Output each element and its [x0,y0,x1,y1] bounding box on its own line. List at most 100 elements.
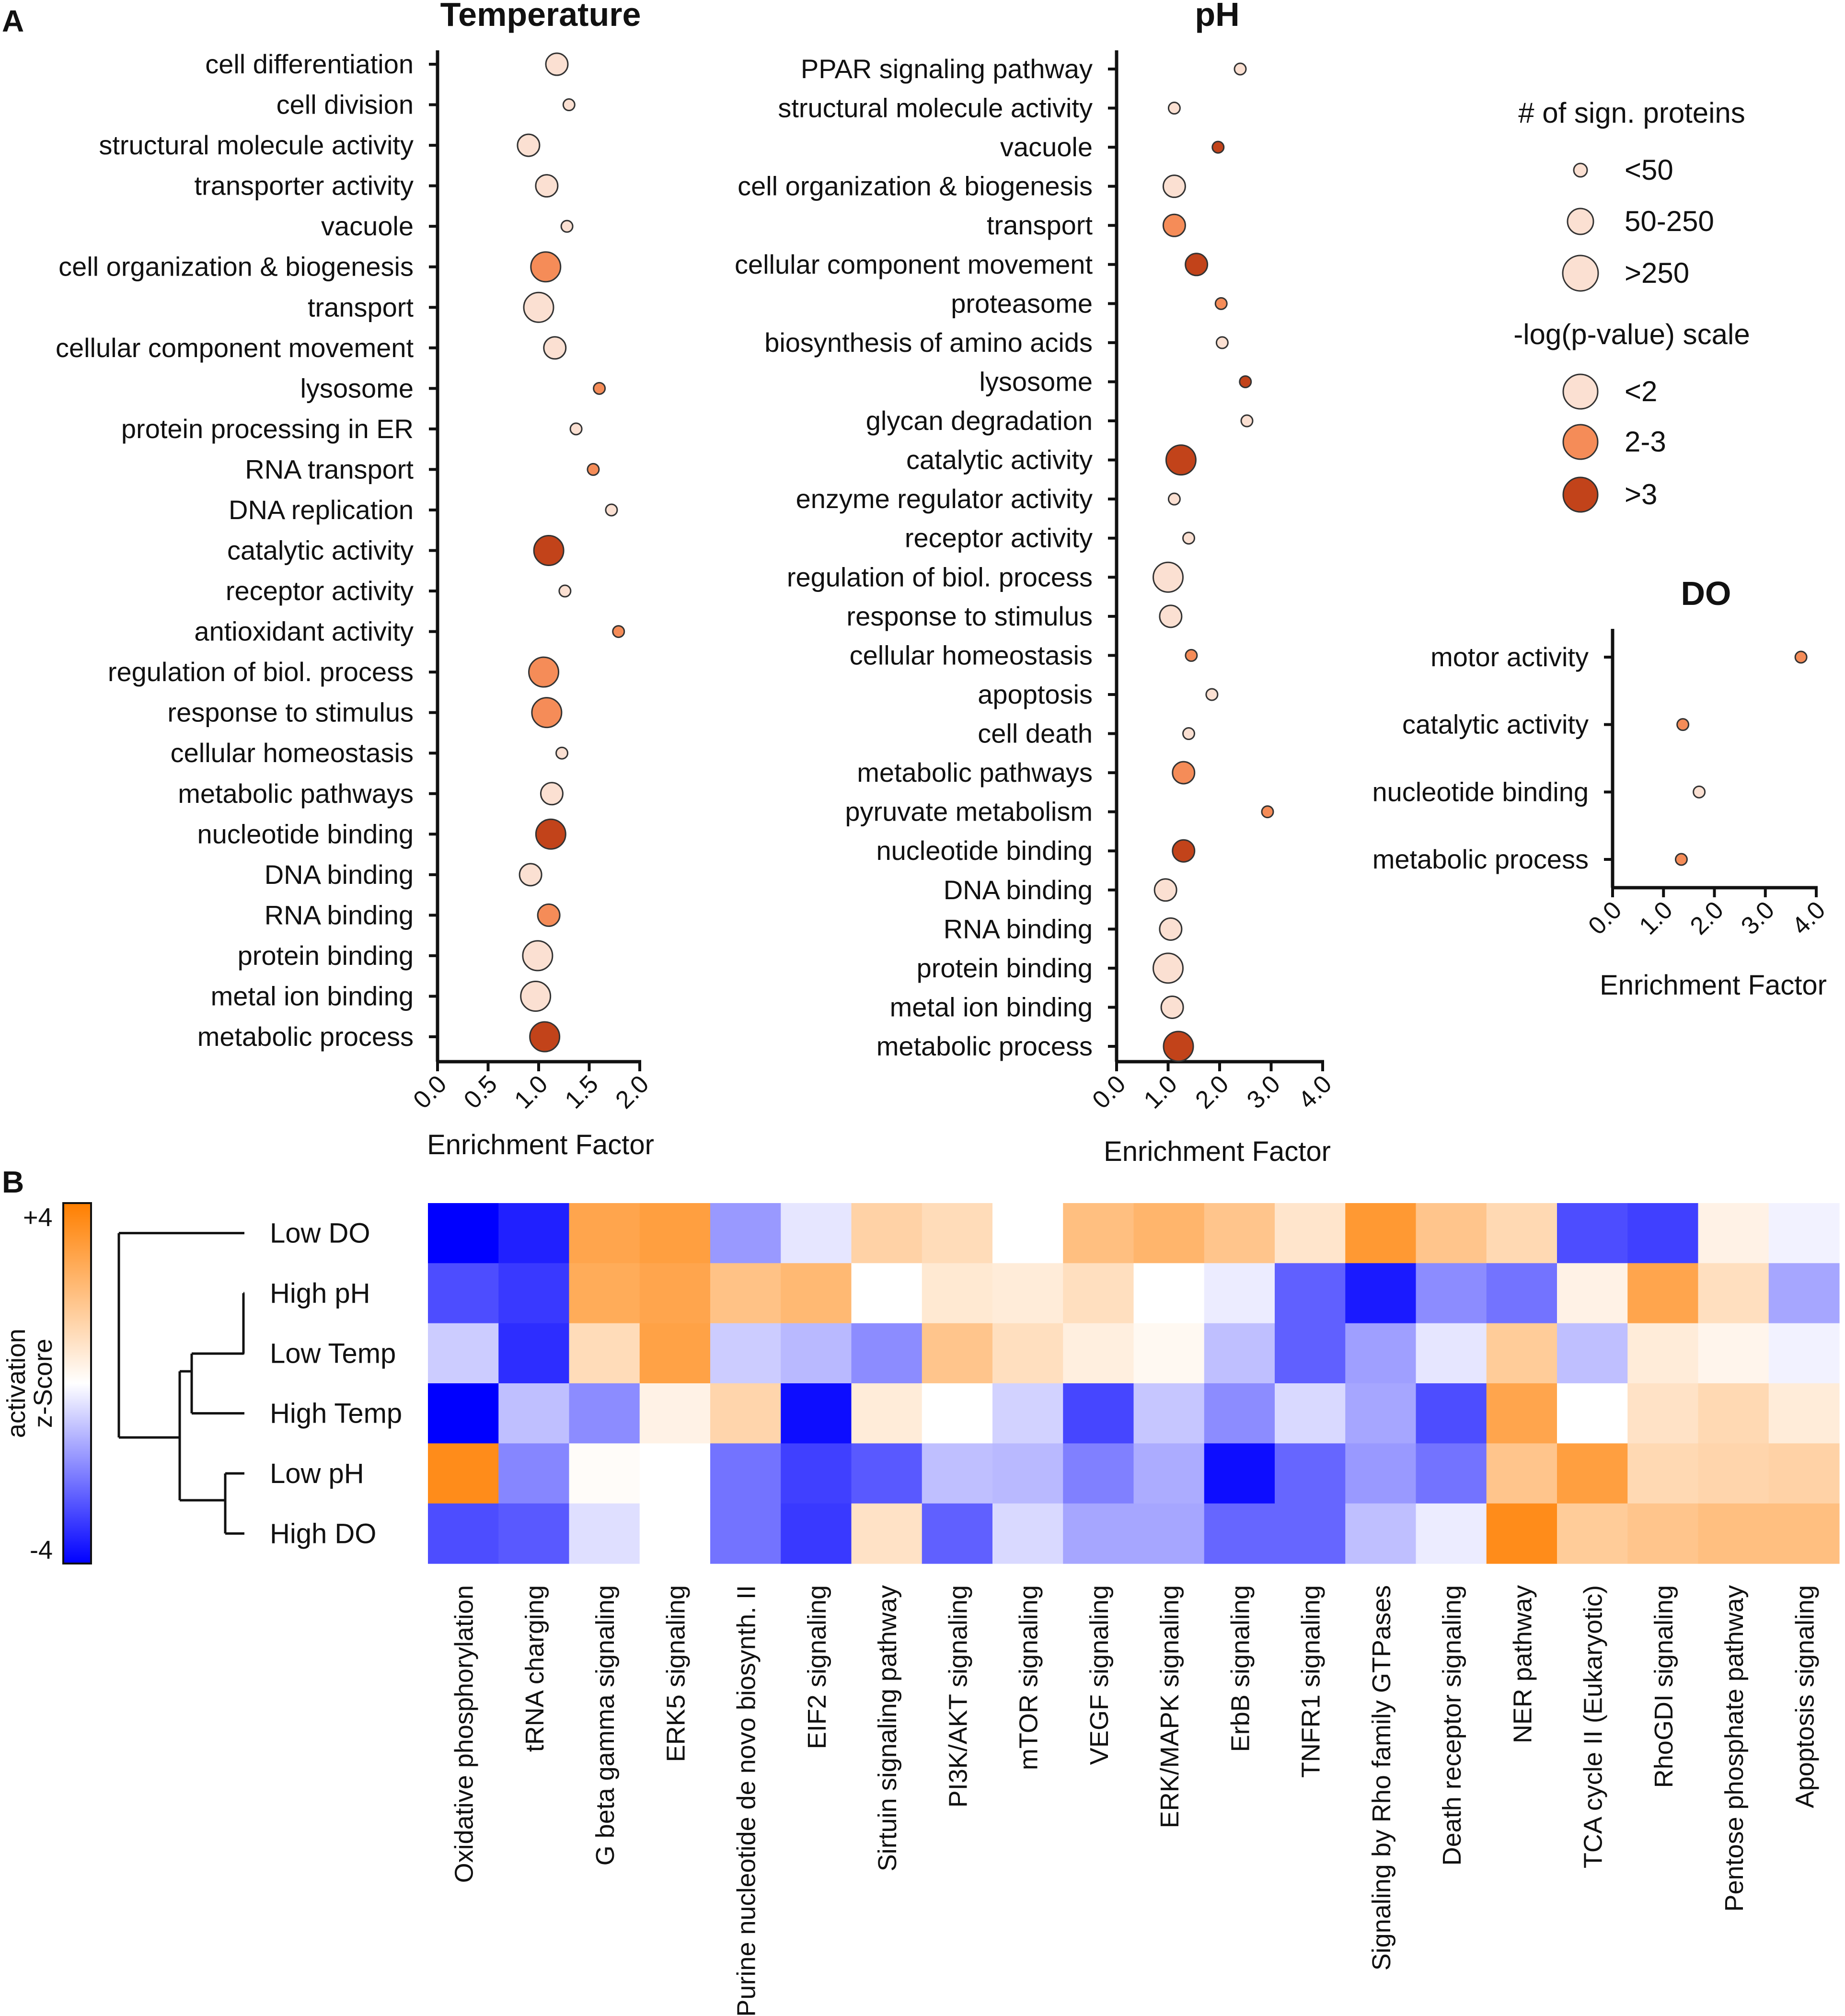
heatmap-cell [992,1323,1063,1384]
heatmap-row-label: Low DO [270,1218,370,1249]
temp-dot [520,980,552,1012]
heatmap-cell [498,1323,570,1384]
ph-x-tick-label: 1.0 [1139,1070,1183,1114]
ph-dot [1215,336,1229,349]
temp-category-label: nucleotide binding [197,819,414,849]
heatmap-cell [710,1203,781,1263]
heatmap-row-label: Low pH [270,1458,364,1489]
ph-x-axis-label: Enrichment Factor [1104,1136,1331,1167]
heatmap-cell [781,1383,852,1444]
ph-category-label: metal ion binding [890,992,1093,1022]
heatmap-cell [1557,1203,1628,1263]
legend-color-dot-mid [1562,424,1599,460]
ph-dot [1172,839,1196,863]
temp-category-label: RNA transport [245,454,414,484]
temp-dot [593,382,606,395]
heatmap-row-label: Low Temp [270,1338,396,1369]
ph-dot [1182,532,1195,545]
heatmap-cell [710,1503,781,1564]
colorbar-title-line2: z-Score [29,1339,58,1428]
heatmap-cell [1133,1383,1205,1444]
ph-category-label: receptor activity [905,523,1093,553]
ph-dot [1159,604,1183,628]
ph-dot [1167,102,1181,115]
legend: # of sign. proteins <50 50-250 >250 -log… [1513,97,1750,513]
heatmap-cell [639,1443,711,1504]
heatmap-cell [1768,1503,1840,1564]
temp-category-label: cell differentiation [205,49,414,79]
temp-dot [543,336,567,360]
heatmap-cell [1416,1323,1487,1384]
ph-category-label: pyruvate metabolism [845,797,1093,827]
temp-dot [531,697,563,729]
temp-category-label: protein binding [238,940,414,971]
do-dot-plot: DO motor activity catalytic activity nucleo… [1372,575,1831,1001]
heatmap-cell [1416,1203,1487,1263]
heatmap-cell [1063,1503,1134,1564]
heatmap-cell [1557,1503,1628,1564]
heatmap-cell [922,1383,993,1444]
heatmap-cell [992,1383,1063,1444]
heatmap-cell [1627,1263,1699,1324]
ph-dot [1153,952,1184,984]
heatmap-cell [781,1263,852,1324]
ph-dot [1172,761,1196,785]
colorbar-max-label: +4 [23,1203,53,1232]
temp-dot [545,52,569,76]
heatmap-cell [1204,1263,1275,1324]
ph-category-label: catalytic activity [906,445,1093,475]
temp-x-tick-label: 2.0 [610,1070,654,1114]
heatmap-cell [1698,1383,1769,1444]
heatmap-cell [1698,1263,1769,1324]
heatmap-cell [1486,1203,1557,1263]
heatmap-cell [710,1443,781,1504]
do-dot [1676,718,1690,731]
heatmap-column-label: TNFR1 signaling [1297,1585,1326,1778]
heatmap-cell [1627,1203,1699,1263]
heatmap-cell [1204,1443,1275,1504]
heatmap-cell [851,1383,922,1444]
temp-dot [529,1021,561,1053]
heatmap-cell [1627,1323,1699,1384]
temp-category-label: DNA binding [265,859,414,890]
heatmap-cell [781,1443,852,1504]
legend-size-dot-large [1562,255,1599,292]
temp-dot [522,940,554,972]
temp-dot [540,782,564,806]
heatmap-cell [1557,1323,1628,1384]
ph-category-label: response to stimulus [846,601,1093,631]
do-x-tick-label: 3.0 [1736,896,1780,940]
heatmap-cell [1627,1503,1699,1564]
heatmap-cell [710,1383,781,1444]
colorbar-min-label: -4 [30,1536,53,1564]
panel-label-b: B [2,1165,24,1199]
heatmap-cell [1063,1323,1134,1384]
heatmap-cell [498,1503,570,1564]
temp-category-label: metabolic pathways [178,778,414,809]
ph-category-label: cellular component movement [735,249,1093,279]
temp-category-label: regulation of biol. process [108,657,414,687]
heatmap-cell [498,1383,570,1444]
heatmap-cell [922,1443,993,1504]
heatmap-cell [1557,1263,1628,1324]
legend-color-label-mid: 2-3 [1625,426,1666,458]
heatmap-cell [569,1263,640,1324]
heatmap-cell [569,1203,640,1263]
heatmap-cell [992,1503,1063,1564]
colorbar-gradient [62,1202,92,1564]
do-x-tick-label: 0.0 [1583,896,1627,940]
temp-category-label: cell division [277,90,414,120]
ph-dot [1159,917,1183,941]
heatmap-cell [1416,1443,1487,1504]
dendrogram [117,1232,245,1535]
legend-color-label-low: <2 [1625,375,1657,407]
temp-dot [535,174,559,198]
ph-category-label: structural molecule activity [778,93,1093,123]
ph-category-label: regulation of biol. process [787,562,1093,592]
temp-dot [535,818,566,850]
heatmap-column-label: Pentose phosphate pathway [1720,1585,1749,1912]
temp-category-label: protein processing in ER [121,414,414,444]
heatmap-cell [1275,1263,1346,1324]
temp-category-label: vacuole [321,211,414,241]
